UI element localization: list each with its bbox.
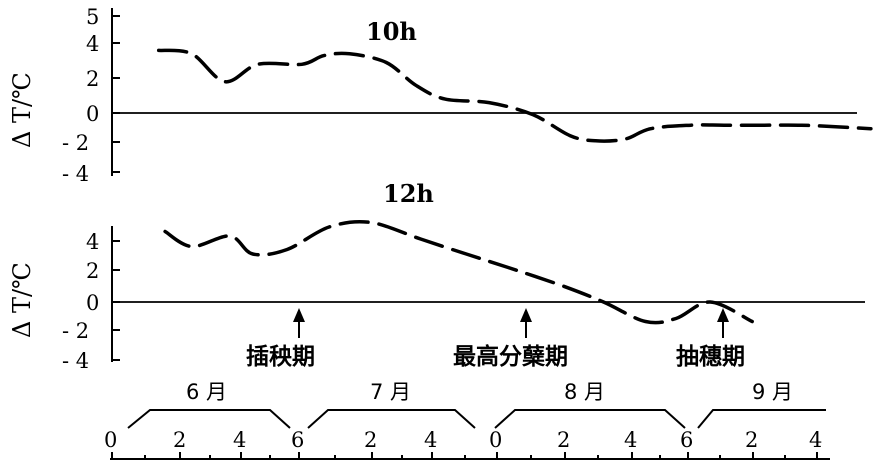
label-max-tillering: 最高分蘖期 [453, 343, 568, 370]
bottom-ytick-neg4: - 4 [62, 349, 89, 373]
bottom-y-ticks [112, 240, 120, 361]
month-june: 6 月 [186, 380, 227, 404]
top-ytick-neg4: - 4 [62, 162, 89, 186]
bottom-ytick-2: 2 [86, 259, 99, 283]
day-tick: 4 [809, 428, 822, 452]
top-ytick-0: 0 [86, 102, 99, 126]
day-tick: 6 [291, 428, 304, 452]
month-september: 9 月 [752, 380, 793, 404]
bottom-ytick-4: 4 [86, 230, 99, 254]
panel-title-10h: 10h [366, 17, 417, 46]
day-tick: 2 [173, 428, 186, 452]
day-tick: 2 [364, 428, 377, 452]
day-tick: 2 [745, 428, 758, 452]
day-tick: 0 [489, 428, 502, 452]
bottom-y-label: Δ T/℃ [8, 262, 36, 338]
bottom-ytick-neg2: - 2 [62, 319, 89, 343]
day-tick: 4 [624, 428, 637, 452]
month-july: 7 月 [370, 380, 411, 404]
month-august: 8 月 [564, 380, 605, 404]
series-10h [156, 48, 873, 143]
panel-title-12h: 12h [383, 179, 434, 208]
top-ytick-5: 5 [86, 5, 99, 29]
month-brackets [127, 409, 826, 429]
top-ytick-neg2: - 2 [62, 131, 89, 155]
day-tick: 0 [104, 428, 117, 452]
day-tick: 6 [680, 428, 693, 452]
top-ytick-4: 4 [86, 32, 99, 56]
arrow-transplanting [293, 308, 305, 338]
arrow-max-tillering [520, 308, 532, 338]
day-tick: 2 [557, 428, 570, 452]
top-y-ticks [112, 15, 120, 173]
label-heading: 抽穗期 [676, 344, 745, 370]
series-12h [163, 219, 754, 325]
day-tick: 4 [233, 428, 246, 452]
time-axis [110, 452, 830, 460]
top-ytick-2: 2 [86, 67, 99, 91]
label-transplanting: 插秧期 [246, 344, 315, 370]
day-tick: 4 [424, 428, 437, 452]
arrow-heading [717, 308, 729, 338]
bottom-ytick-0: 0 [86, 291, 99, 315]
top-y-label: Δ T/℃ [8, 72, 36, 148]
